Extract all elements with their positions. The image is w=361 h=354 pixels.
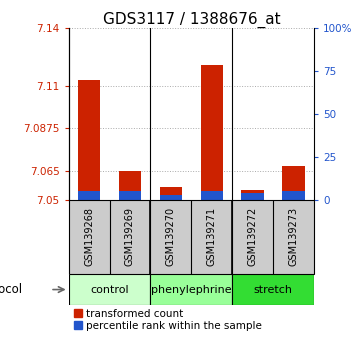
Text: GSM139271: GSM139271 [207, 207, 217, 266]
Bar [78, 192, 100, 200]
Bar [160, 187, 182, 200]
Bar [151, 274, 232, 306]
Text: GSM139273: GSM139273 [288, 207, 299, 266]
Bar [242, 190, 264, 200]
Text: GSM139268: GSM139268 [84, 207, 94, 266]
Bar [119, 171, 141, 200]
Bar [78, 80, 100, 200]
Text: stretch: stretch [254, 285, 293, 295]
Text: GSM139272: GSM139272 [248, 207, 258, 267]
Bar [232, 274, 314, 306]
Text: protocol: protocol [0, 283, 23, 296]
Text: control: control [90, 285, 129, 295]
Bar [69, 274, 151, 306]
Bar [160, 195, 182, 200]
Bar [282, 192, 305, 200]
Text: phenylephrine: phenylephrine [151, 285, 232, 295]
Bar [282, 166, 305, 200]
Text: GSM139269: GSM139269 [125, 207, 135, 266]
Bar [119, 192, 141, 200]
Bar [242, 193, 264, 200]
Title: GDS3117 / 1388676_at: GDS3117 / 1388676_at [103, 12, 280, 28]
Legend: transformed count, percentile rank within the sample: transformed count, percentile rank withi… [74, 309, 262, 331]
Bar [200, 192, 223, 200]
Bar [200, 64, 223, 200]
Text: GSM139270: GSM139270 [166, 207, 176, 266]
